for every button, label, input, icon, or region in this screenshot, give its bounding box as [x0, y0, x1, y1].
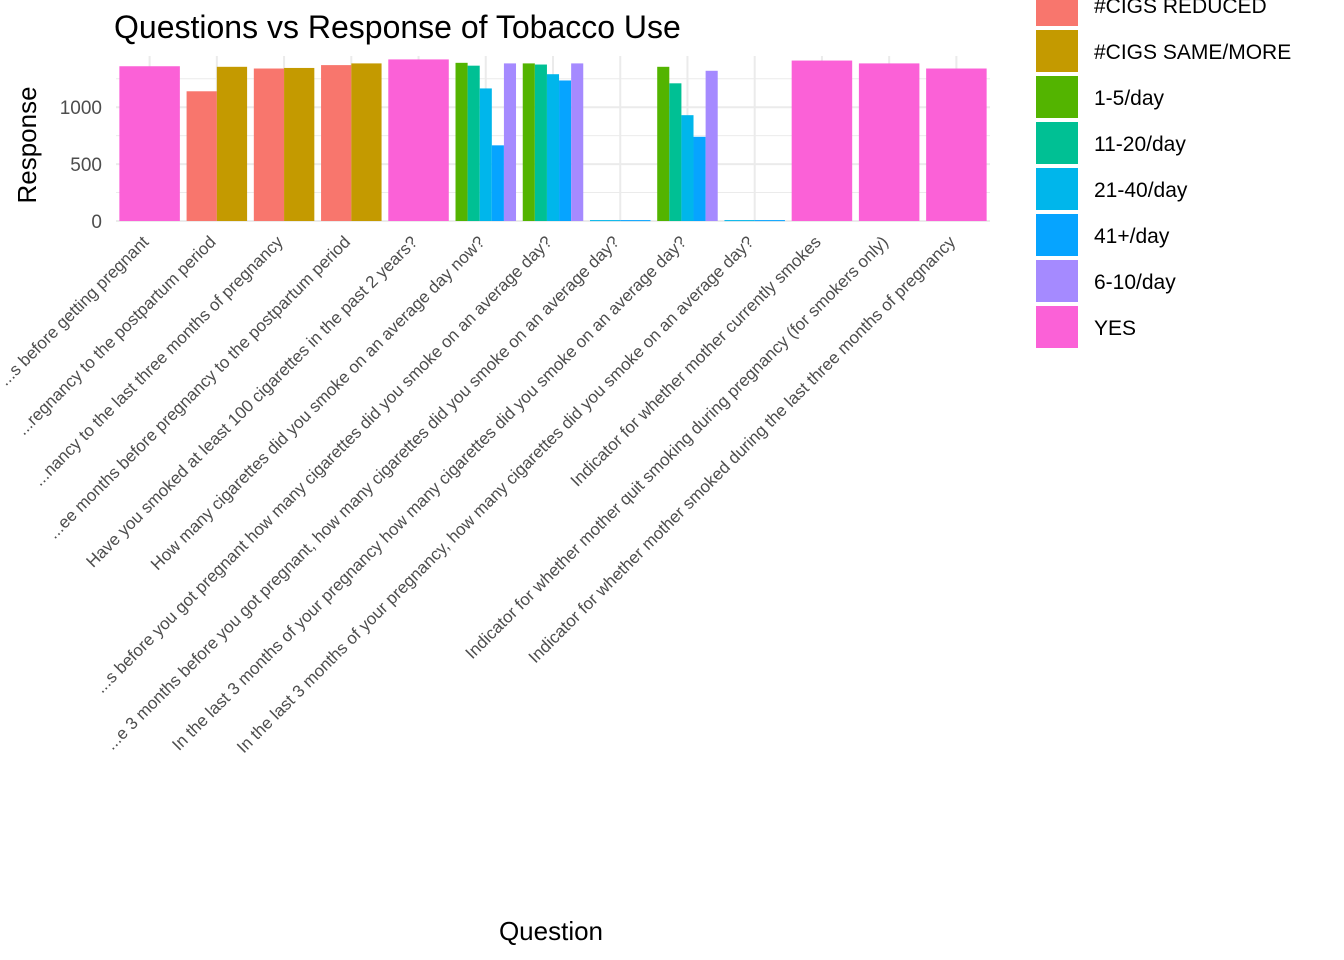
- legend-label: 6-10/day: [1094, 271, 1176, 294]
- legend-swatch: [1036, 30, 1078, 72]
- legend-swatch: [1036, 306, 1078, 348]
- bar: [119, 66, 180, 221]
- bar: [724, 220, 755, 222]
- bar: [253, 68, 285, 221]
- x-tick-label: ...e 3 months before you got pregnant, h…: [102, 232, 623, 753]
- x-tick-label: Indicator for whether mother quit smokin…: [462, 232, 892, 662]
- legend-label: 41+/day: [1094, 225, 1170, 248]
- x-tick-label: In the last 3 months of your pregnancy, …: [233, 232, 757, 756]
- bar: [571, 63, 584, 222]
- y-tick-label: 1000: [60, 98, 102, 119]
- bar: [491, 145, 504, 221]
- bar: [669, 83, 682, 221]
- x-tick-label: How many cigarettes did you smoke on an …: [147, 232, 489, 574]
- bar: [216, 66, 248, 221]
- bar: [503, 63, 517, 222]
- x-tick-label: ...nancy to the last three months of pre…: [30, 232, 288, 490]
- legend-label: YES: [1094, 317, 1136, 340]
- bar: [858, 63, 920, 222]
- bar: [546, 74, 560, 221]
- legend: #CIGS REDUCED #CIGS SAME/MORE 1-5/day 11-20…: [1036, 0, 1291, 348]
- x-axis-title: Question: [499, 916, 603, 946]
- bar: [705, 70, 718, 221]
- bar: [620, 220, 651, 222]
- legend-swatch: [1036, 214, 1078, 256]
- bar: [284, 67, 315, 221]
- bar: [754, 220, 785, 222]
- legend-label: #CIGS REDUCED: [1094, 0, 1267, 18]
- bar: [534, 64, 547, 221]
- legend-swatch: [1036, 260, 1078, 302]
- bar: [926, 68, 987, 221]
- bar: [388, 59, 449, 222]
- bar: [479, 88, 492, 222]
- chart-title: Questions vs Response of Tobacco Use: [114, 9, 681, 45]
- legend-swatch: [1036, 0, 1078, 26]
- bar: [791, 60, 853, 221]
- bar: [522, 63, 535, 222]
- legend-label: 1-5/day: [1094, 87, 1165, 110]
- bar: [657, 66, 670, 221]
- x-tick-label: Have you smoked at least 100 cigarettes …: [83, 232, 422, 571]
- bars: [119, 59, 987, 222]
- y-tick-label: 500: [70, 155, 102, 176]
- bar: [693, 136, 706, 221]
- y-axis-title: Response: [12, 86, 42, 203]
- bar: [681, 115, 694, 221]
- legend-label: 11-20/day: [1094, 133, 1186, 156]
- x-tick-label: ...ee months before pregnancy to the pos…: [44, 232, 354, 542]
- legend-label: #CIGS SAME/MORE: [1094, 41, 1291, 64]
- bar: [455, 62, 468, 221]
- bar: [186, 91, 217, 221]
- x-tick-label: In the last 3 months of your pregnancy h…: [168, 232, 690, 754]
- bar: [321, 65, 352, 221]
- x-tick-label: Indicator for whether mother smoked duri…: [525, 232, 960, 667]
- bar: [351, 63, 382, 222]
- legend-swatch: [1036, 168, 1078, 210]
- x-tick-label: Indicator for whether mother currently s…: [567, 232, 825, 490]
- bar: [467, 65, 480, 221]
- bar: [589, 220, 621, 222]
- legend-swatch: [1036, 76, 1078, 118]
- legend-swatch: [1036, 122, 1078, 164]
- bar: [559, 80, 572, 221]
- y-tick-label: 0: [91, 212, 102, 233]
- legend-label: 21-40/day: [1094, 179, 1188, 202]
- y-ticks: 0 500 1000: [60, 98, 102, 233]
- x-ticks: ...s before getting pregnant...regnancy …: [0, 232, 960, 757]
